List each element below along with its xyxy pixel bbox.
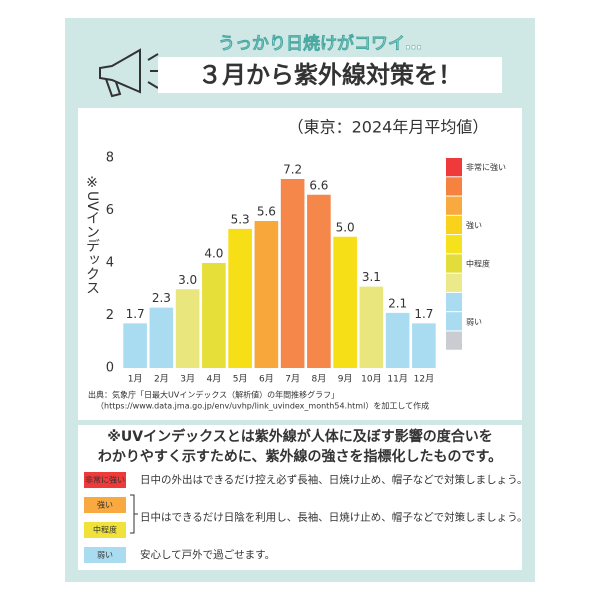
value-label: 7.2: [283, 163, 302, 177]
y-tick-label: 4: [106, 256, 114, 271]
scale-swatch: [446, 350, 462, 369]
x-tick-label: 11月: [387, 374, 407, 385]
scale-swatch: [446, 292, 462, 312]
value-label: 2.3: [152, 291, 171, 305]
x-tick-label: 4月: [207, 374, 222, 385]
guide-text: 安心して戸外で過ごせます。: [140, 548, 275, 561]
value-label: 4.0: [204, 247, 223, 261]
subtitle: （東京：2024年月平均値）: [288, 118, 489, 137]
bar: [202, 263, 226, 368]
bar: [175, 289, 200, 368]
scale-label: 弱い: [466, 317, 482, 326]
value-label: 3.1: [362, 270, 381, 284]
x-tick-label: 12月: [414, 374, 434, 385]
value-label: 5.0: [336, 220, 355, 234]
badge-label: 強い: [97, 500, 113, 510]
badge-label: 非常に強い: [85, 475, 125, 485]
bar: [412, 323, 436, 368]
guide-text: 日中はできるだけ日陰を利用し、長袖、日焼け止め、帽子などで対策しましょう。: [140, 511, 527, 524]
title-box: [158, 57, 502, 93]
scale-swatch: [446, 312, 462, 331]
x-tick-label: 7月: [285, 374, 300, 385]
value-label: 5.6: [257, 205, 276, 219]
bar: [228, 228, 252, 368]
kicker: うっかり日焼けがコワイ…: [218, 33, 422, 54]
x-tick-label: 1月: [128, 374, 143, 385]
y-tick-label: 0: [106, 361, 114, 376]
badge: [84, 472, 126, 488]
note: わかりやすく示すために、紫外線の強さを指標化したものです。: [98, 448, 502, 465]
value-label: 1.7: [126, 307, 145, 321]
guide-text: 日中の外出はできるだけ控え必ず長袖、日焼け止め、帽子などで対策しましょう。: [140, 473, 527, 486]
scale-swatch: [446, 196, 462, 215]
scale-swatch: [446, 254, 462, 273]
y-tick-label: 6: [106, 203, 114, 218]
y-tick-label: 2: [106, 308, 114, 323]
scale-swatch: [446, 273, 462, 292]
bar: [280, 179, 305, 368]
source: 出典：気象庁「日最大UVインデックス（解析値）の年間推移グラフ」: [88, 390, 339, 400]
bar: [385, 312, 410, 368]
value-label: 3.0: [178, 273, 197, 287]
badge: [84, 522, 126, 538]
scale-swatch: [446, 235, 462, 254]
scale-label: 強い: [466, 220, 482, 230]
x-tick-label: 10月: [361, 374, 381, 385]
scale-swatch: [446, 158, 462, 177]
bar: [123, 323, 147, 368]
scale-swatch: [446, 331, 462, 350]
badge: [84, 547, 126, 563]
scale-label: 非常に強い: [466, 162, 506, 172]
bar: [149, 307, 174, 368]
value-label: 2.1: [388, 296, 407, 310]
badge-label: 弱い: [97, 551, 113, 560]
scale-swatch: [446, 215, 462, 235]
x-tick-label: 2月: [154, 374, 169, 385]
bar: [333, 236, 357, 368]
x-tick-label: 9月: [338, 374, 353, 385]
badge: [84, 497, 126, 513]
scale-label: 中程度: [466, 259, 490, 269]
x-tick-label: 6月: [259, 374, 274, 385]
source: （https://www.data.jma.go.jp/env/uvhp/lin…: [96, 401, 429, 411]
value-label: 5.3: [231, 212, 250, 226]
y-axis-label: ※UVインデックス: [84, 175, 100, 295]
y-tick-label: 8: [106, 151, 114, 166]
title: ３月から紫外線対策を！: [198, 61, 462, 89]
badge-label: 中程度: [93, 525, 117, 535]
bar: [254, 221, 279, 368]
bracket: [130, 494, 138, 534]
x-tick-label: 3月: [180, 374, 195, 385]
note: ※UVインデックスとは紫外線が人体に及ぼす影響の度合いを: [107, 428, 492, 445]
guide-panel: [78, 425, 522, 570]
value-label: 1.7: [414, 307, 433, 321]
x-tick-label: 5月: [233, 374, 248, 385]
x-tick-label: 8月: [312, 374, 327, 385]
value-label: 6.6: [309, 178, 328, 192]
bar: [307, 194, 331, 368]
scale-swatch: [446, 177, 462, 196]
bar: [359, 286, 384, 368]
